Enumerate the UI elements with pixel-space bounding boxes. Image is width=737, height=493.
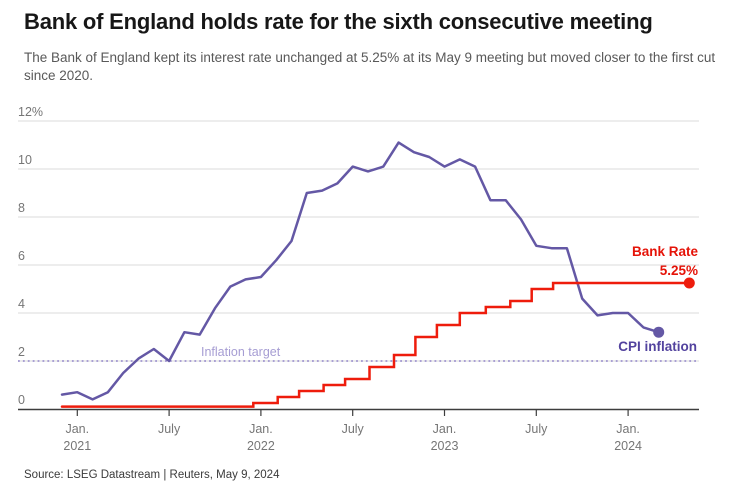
y-axis-tick-label: 8	[18, 201, 25, 215]
x-axis-tick-label: Jan.	[616, 422, 640, 436]
y-axis-tick-label: 10	[18, 153, 32, 167]
y-axis-tick-label: 0	[18, 393, 25, 407]
cpi-inflation-line	[60, 141, 660, 401]
headline: Bank of England holds rate for the sixth…	[24, 9, 653, 34]
cpi-inflation-end-dot	[653, 326, 665, 338]
y-axis-tick-label: 12%	[18, 105, 43, 119]
x-axis-tick-label: July	[342, 422, 365, 436]
x-axis-tick-year-label: 2021	[63, 439, 91, 453]
bank-rate-label: Bank Rate	[632, 244, 699, 259]
y-axis-tick-label: 4	[18, 297, 25, 311]
y-axis-tick-label: 2	[18, 345, 25, 359]
x-axis-tick-label: Jan.	[433, 422, 457, 436]
x-axis-tick-year-label: 2024	[614, 439, 642, 453]
x-axis-tick-label: Jan.	[65, 422, 89, 436]
bank-rate-label: 5.25%	[660, 263, 698, 278]
x-axis-tick-label: Jan.	[249, 422, 273, 436]
y-axis-tick-label: 6	[18, 249, 25, 263]
inflation-target-label: Inflation target	[201, 345, 281, 359]
x-axis-tick-label: July	[525, 422, 548, 436]
subtitle: The Bank of England kept its interest ra…	[24, 50, 716, 83]
x-axis-tick-year-label: 2023	[431, 439, 459, 453]
bank-rate-end-dot	[683, 277, 695, 289]
x-axis-tick-year-label: 2022	[247, 439, 275, 453]
cpi-inflation-label: CPI inflation	[618, 339, 697, 354]
source-note: Source: LSEG Datastream | Reuters, May 9…	[24, 469, 280, 481]
x-axis-tick-label: July	[158, 422, 181, 436]
bank-rate-line	[60, 281, 691, 408]
